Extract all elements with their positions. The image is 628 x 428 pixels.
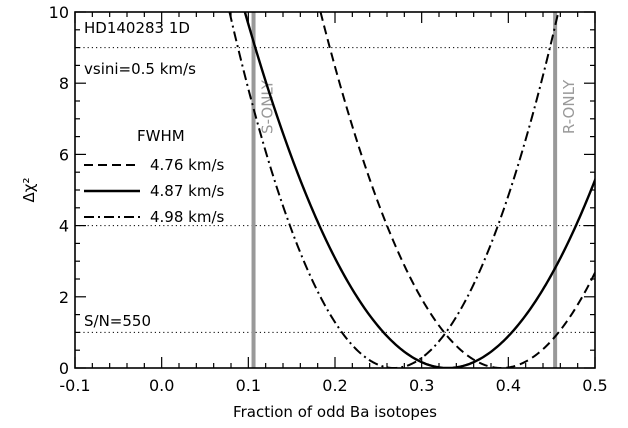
legend-label-0: 4.76 km/s [150,156,225,174]
x-tick-label: 0.1 [236,376,261,395]
legend: FWHM 4.76 km/s 4.87 km/s 4.98 km/s [84,127,225,226]
x-tick-labels: -0.1 0.0 0.1 0.2 0.3 0.4 0.5 [59,376,607,395]
x-axis-title: Fraction of odd Ba isotopes [233,403,437,421]
y-tick-labels: 0 2 4 6 8 10 [49,3,69,378]
legend-label-1: 4.87 km/s [150,182,225,200]
x-tick-label: 0.4 [496,376,521,395]
x-tick-label: 0.2 [322,376,347,395]
axis-ticks [74,11,596,369]
limit-line-label-0: S-ONLY [259,79,277,134]
x-tick-label: 0.3 [409,376,434,395]
y-tick-label: 4 [59,217,69,236]
y-tick-label: 8 [59,74,69,93]
y-tick-label: 2 [59,288,69,307]
star-annotation: HD140283 1D [84,19,190,37]
reference-lines [75,47,595,333]
y-tick-label: 10 [49,3,69,22]
y-axis-title: Δχ² [20,178,38,203]
y-tick-label: 6 [59,145,69,164]
legend-label-2: 4.98 km/s [150,208,225,226]
curve-1 [243,12,595,368]
vsini-annotation: vsini=0.5 km/s [84,60,196,78]
y-tick-label: 0 [59,359,69,378]
snr-annotation: S/N=550 [84,312,151,330]
x-tick-label: -0.1 [59,376,90,395]
x-tick-label: 0.0 [149,376,174,395]
curve-2 [228,12,560,368]
data-curves [228,12,595,368]
isotope-limit-lines: S-ONLY R-ONLY [251,12,578,368]
x-tick-label: 0.5 [582,376,607,395]
curve-0 [319,12,595,368]
legend-title: FWHM [137,127,185,145]
limit-line-label-1: R-ONLY [560,79,578,134]
